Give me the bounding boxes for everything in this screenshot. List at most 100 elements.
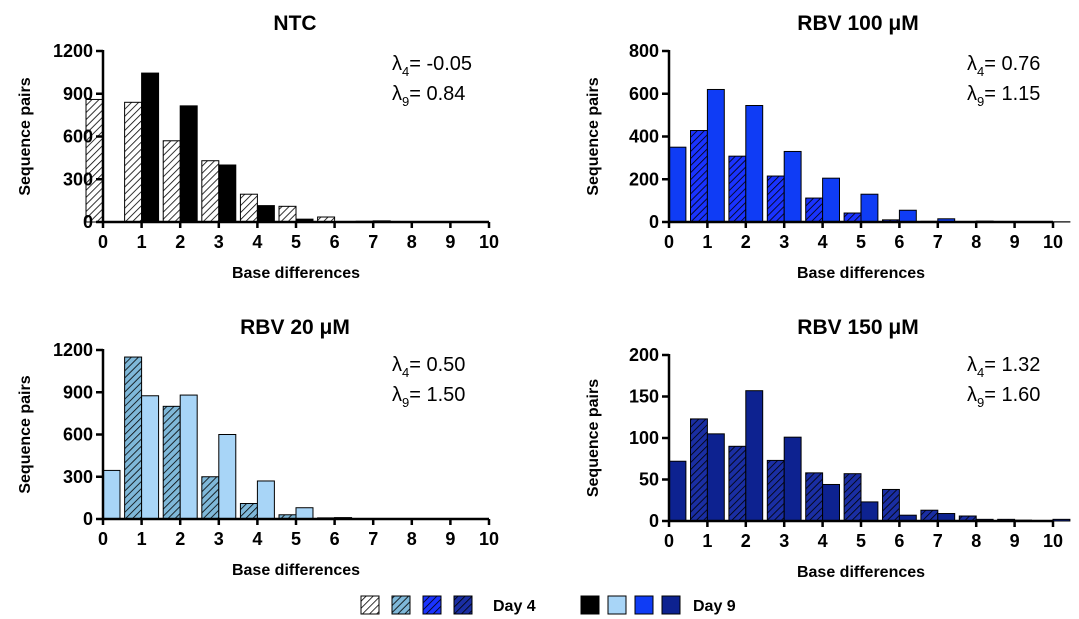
lambda-annotation-4: λ4= 0.50 [392, 354, 465, 380]
bar-day9-x0 [668, 460, 687, 522]
y-tick-label: 600 [629, 84, 659, 104]
bar-day9-x1 [141, 72, 160, 223]
x-tick-label: 8 [971, 232, 981, 252]
lambda-annotation-9: λ9= 1.50 [392, 384, 465, 410]
y-axis-label: Sequence pairs [585, 77, 602, 195]
lambda-symbol: λ [392, 53, 402, 75]
y-tick-label: 100 [629, 428, 659, 448]
bar-day4-x0 [85, 98, 104, 223]
x-tick-label: 5 [291, 232, 301, 252]
legend-day4-swatches [360, 595, 473, 615]
bar-day9-x2 [179, 394, 198, 520]
x-tick-label: 7 [368, 529, 378, 549]
legend-day4-swatch-3 [422, 595, 442, 615]
x-tick-label: 6 [330, 529, 340, 549]
chart-panel-2: RBV 100 μM Sequence pairs Base differences… [585, 12, 1071, 282]
bar-day4-x4 [805, 472, 824, 522]
x-tick-label: 9 [445, 529, 455, 549]
bar-day9-x10 [1052, 518, 1071, 522]
lambda-annotation-4: λ4= 1.32 [967, 354, 1040, 380]
lambda-symbol: λ [967, 354, 977, 376]
bar-day4-x4 [239, 503, 258, 520]
x-axis-label: Base differences [232, 265, 360, 282]
x-tick-label: 10 [479, 232, 499, 252]
x-tick-label: 10 [1043, 232, 1063, 252]
bar-day9-x3 [783, 150, 802, 223]
lambda-subscript: 4 [977, 64, 984, 79]
x-tick-label: 9 [445, 232, 455, 252]
bar-day9-x4 [256, 480, 275, 520]
y-tick-label: 0 [649, 511, 659, 531]
bar-day4-x3 [201, 160, 220, 223]
lambda-value: = 1.15 [984, 83, 1040, 105]
x-tick-label: 1 [137, 232, 147, 252]
x-tick-label: 3 [779, 232, 789, 252]
bar-day4-x3 [201, 476, 220, 520]
lambda-value: = 0.84 [409, 83, 465, 105]
lambda-annotation-9: λ9= 0.84 [392, 83, 465, 109]
y-tick-label: 50 [639, 470, 659, 490]
bar-day4-x4 [805, 197, 824, 223]
x-tick-label: 6 [894, 232, 904, 252]
chart-title: RBV 20 μM [240, 316, 350, 339]
legend-day4-swatch-2 [391, 595, 411, 615]
y-tick-label: 900 [63, 84, 93, 104]
y-tick-label: 200 [629, 345, 659, 365]
y-tick-label: 300 [63, 169, 93, 189]
legend-day9-swatch-4 [661, 595, 681, 615]
y-tick-label: 300 [63, 467, 93, 487]
x-tick-label: 2 [741, 531, 751, 551]
bar-day9-x5 [295, 507, 314, 520]
x-tick-label: 4 [252, 529, 262, 549]
bar-day9-x5 [860, 193, 879, 223]
lambda-annotation-4: λ4= -0.05 [392, 53, 472, 79]
lambda-value: = 1.60 [984, 384, 1040, 406]
bar-day4-x5 [843, 212, 862, 223]
x-tick-label: 1 [702, 232, 712, 252]
legend-day4-swatch-4 [453, 595, 473, 615]
y-tick-label: 600 [63, 425, 93, 445]
x-tick-label: 8 [407, 529, 417, 549]
bar-day4-x1 [690, 418, 708, 522]
lambda-value: = 1.32 [984, 354, 1040, 376]
x-tick-label: 7 [933, 531, 943, 551]
bar-day4-x2 [162, 405, 181, 520]
x-tick-label: 4 [818, 531, 828, 551]
lambda-value: = 0.76 [984, 53, 1040, 75]
lambda-annotation-9: λ9= 1.60 [967, 384, 1040, 410]
bar-day9-x1 [706, 88, 725, 223]
legend-day9-swatches [580, 595, 681, 615]
bar-day9-x5 [860, 501, 879, 522]
x-tick-label: 10 [479, 529, 499, 549]
lambda-subscript: 4 [402, 365, 409, 380]
x-tick-label: 4 [252, 232, 262, 252]
x-tick-label: 5 [856, 531, 866, 551]
x-tick-label: 2 [741, 232, 751, 252]
x-tick-label: 5 [291, 529, 301, 549]
x-tick-label: 0 [98, 529, 108, 549]
bar-day9-x6 [898, 209, 917, 223]
x-tick-label: 0 [664, 232, 674, 252]
x-tick-label: 6 [894, 531, 904, 551]
x-tick-label: 1 [702, 531, 712, 551]
y-tick-label: 400 [629, 127, 659, 147]
y-axis-label: Sequence pairs [17, 77, 34, 195]
bar-day4-x7 [920, 509, 939, 522]
bar-day9-x2 [745, 105, 764, 223]
legend-day4-swatch-1 [360, 595, 380, 615]
bar-day9-x0 [668, 146, 687, 223]
x-axis-label: Base differences [232, 562, 360, 579]
y-tick-label: 900 [63, 382, 93, 402]
lambda-value: = -0.05 [409, 53, 472, 75]
x-tick-label: 10 [1043, 531, 1063, 551]
y-tick-label: 1200 [53, 340, 93, 360]
x-tick-label: 3 [779, 531, 789, 551]
y-tick-label: 0 [649, 212, 659, 232]
bar-day4-x6 [882, 488, 900, 522]
bar-day4-x3 [766, 175, 785, 223]
chart-title: RBV 100 μM [797, 12, 918, 35]
legend-day9-swatch-2 [607, 595, 627, 615]
lambda-subscript: 9 [402, 94, 409, 109]
lambda-symbol: λ [967, 53, 977, 75]
